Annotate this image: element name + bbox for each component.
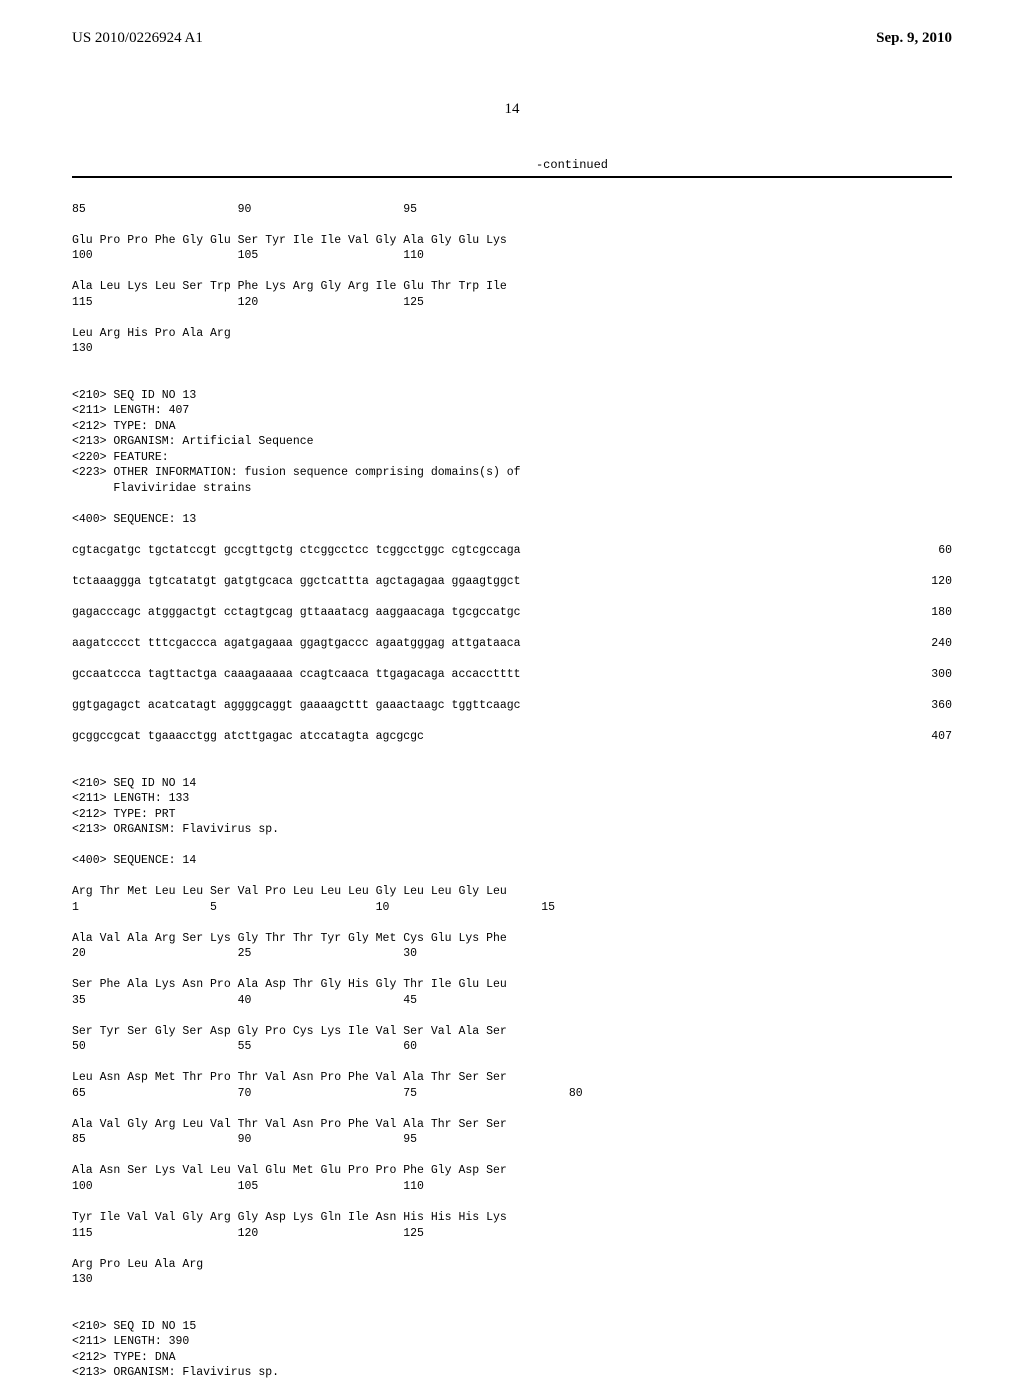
sequence-listing: 85 90 95 Glu Pro Pro Phe Gly Glu Ser Tyr… [0,186,1024,1381]
seq13-row: cgtacgatgc tgctatccgt gccgttgctg ctcggcc… [72,543,952,559]
seq13-text: aagatcccct tttcgaccca agatgagaaa ggagtga… [72,636,912,652]
seq13-num: 360 [912,698,952,714]
seq14-line2: Ser Phe Ala Lys Asn Pro Ala Asp Thr Gly … [72,978,507,991]
seq13-num: 60 [912,543,952,559]
seq13-label: <400> SEQUENCE: 13 [72,513,196,526]
seq13-text: ggtgagagct acatcatagt aggggcaggt gaaaagc… [72,698,912,714]
seq13-row: ggtgagagct acatcatagt aggggcaggt gaaaagc… [72,698,952,714]
seq15-h1: <211> LENGTH: 390 [72,1335,189,1348]
seq14-line3: Ser Tyr Ser Gly Ser Asp Gly Pro Cys Lys … [72,1025,507,1038]
seq14-nums7: 115 120 125 [72,1227,424,1240]
seq15-h2: <212> TYPE: DNA [72,1351,176,1364]
seq14-line1: Ala Val Ala Arg Ser Lys Gly Thr Thr Tyr … [72,932,507,945]
seq14-line6: Ala Asn Ser Lys Val Leu Val Glu Met Glu … [72,1164,507,1177]
seq13-h3: <213> ORGANISM: Artificial Sequence [72,435,314,448]
seq14-nums1: 20 25 30 [72,947,417,960]
block1-line1: Glu Pro Pro Phe Gly Glu Ser Tyr Ile Ile … [72,234,507,247]
seq14-nums8: 130 [72,1273,93,1286]
block1-line1-nums: 100 105 110 [72,249,424,262]
seq13-num: 300 [912,667,952,683]
seq14-line4: Leu Asn Asp Met Thr Pro Thr Val Asn Pro … [72,1071,507,1084]
seq13-row: gagacccagc atgggactgt cctagtgcag gttaaat… [72,605,952,621]
seq14-line0: Arg Thr Met Leu Leu Ser Val Pro Leu Leu … [72,885,507,898]
seq14-h2: <212> TYPE: PRT [72,808,176,821]
seq13-h5: <223> OTHER INFORMATION: fusion sequence… [72,466,521,479]
seq13-text: tctaaaggga tgtcatatgt gatgtgcaca ggctcat… [72,574,912,590]
seq13-num: 407 [912,729,952,745]
seq13-row: aagatcccct tttcgaccca agatgagaaa ggagtga… [72,636,952,652]
seq14-h1: <211> LENGTH: 133 [72,792,189,805]
seq13-text: gagacccagc atgggactgt cctagtgcag gttaaat… [72,605,912,621]
seq13-h0: <210> SEQ ID NO 13 [72,389,196,402]
seq15-h3: <213> ORGANISM: Flavivirus sp. [72,1366,279,1379]
continued-label: -continued [120,158,1024,172]
seq14-nums6: 100 105 110 [72,1180,424,1193]
block1-nums: 85 90 95 [72,203,417,216]
seq13-num: 120 [912,574,952,590]
block1-line3: Leu Arg His Pro Ala Arg [72,327,231,340]
header-left: US 2010/0226924 A1 [72,30,203,47]
seq14-nums5: 85 90 95 [72,1133,417,1146]
block1-line2: Ala Leu Lys Leu Ser Trp Phe Lys Arg Gly … [72,280,507,293]
seq14-line5: Ala Val Gly Arg Leu Val Thr Val Asn Pro … [72,1118,507,1131]
seq14-nums2: 35 40 45 [72,994,417,1007]
seq15-h0: <210> SEQ ID NO 15 [72,1320,196,1333]
seq14-h3: <213> ORGANISM: Flavivirus sp. [72,823,279,836]
seq13-row: gcggccgcat tgaaacctgg atcttgagac atccata… [72,729,952,745]
seq13-h2: <212> TYPE: DNA [72,420,176,433]
seq13-h6: Flaviviridae strains [72,482,251,495]
seq13-text: cgtacgatgc tgctatccgt gccgttgctg ctcggcc… [72,543,912,559]
block1-line2-nums: 115 120 125 [72,296,424,309]
seq13-num: 240 [912,636,952,652]
seq14-line8: Arg Pro Leu Ala Arg [72,1258,203,1271]
seq14-label: <400> SEQUENCE: 14 [72,854,196,867]
seq13-text: gccaatccca tagttactga caaagaaaaa ccagtca… [72,667,912,683]
seq14-nums3: 50 55 60 [72,1040,417,1053]
seq14-h0: <210> SEQ ID NO 14 [72,777,196,790]
seq13-row: tctaaaggga tgtcatatgt gatgtgcaca ggctcat… [72,574,952,590]
header-right: Sep. 9, 2010 [876,30,952,47]
seq14-nums4: 65 70 75 80 [72,1087,583,1100]
block1-line3-nums: 130 [72,342,93,355]
top-divider [72,176,952,178]
page-number: 14 [0,101,1024,118]
seq13-h1: <211> LENGTH: 407 [72,404,189,417]
seq13-text: gcggccgcat tgaaacctgg atcttgagac atccata… [72,729,912,745]
seq14-line7: Tyr Ile Val Val Gly Arg Gly Asp Lys Gln … [72,1211,507,1224]
seq13-num: 180 [912,605,952,621]
page-header: US 2010/0226924 A1 Sep. 9, 2010 [0,0,1024,53]
seq14-nums0: 1 5 10 15 [72,901,555,914]
seq13-h4: <220> FEATURE: [72,451,169,464]
seq13-row: gccaatccca tagttactga caaagaaaaa ccagtca… [72,667,952,683]
